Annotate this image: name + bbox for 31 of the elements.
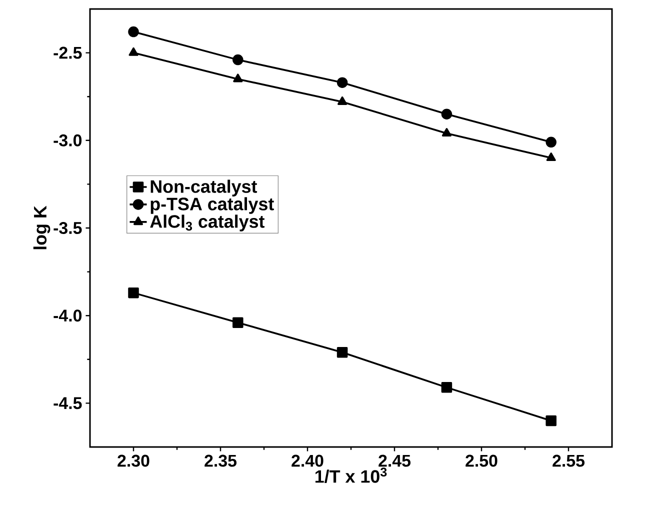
x-axis-title: 1/T x 10$^{3}$ bbox=[315, 468, 387, 484]
x-tick-label: 2.55 bbox=[552, 454, 585, 467]
x-tick-label: 2.30 bbox=[118, 454, 150, 467]
point bbox=[128, 287, 139, 298]
legend-label: p-TSA catalyst bbox=[150, 197, 274, 214]
y-axis-title: log K bbox=[33, 206, 50, 250]
x-tick-label: 2.50 bbox=[466, 454, 498, 467]
point bbox=[546, 136, 556, 148]
x-tick-label: 2.35 bbox=[204, 454, 237, 467]
point bbox=[546, 415, 556, 426]
y-tick-label: -4.5 bbox=[54, 397, 82, 410]
point bbox=[442, 128, 452, 137]
y-tick-label: -4.0 bbox=[54, 310, 82, 322]
point bbox=[441, 108, 452, 120]
legend-label: Non-catalyst bbox=[150, 180, 258, 196]
point bbox=[338, 96, 348, 105]
point bbox=[546, 152, 556, 162]
point bbox=[232, 317, 244, 328]
point bbox=[128, 47, 138, 56]
y-tick-label: -3.0 bbox=[54, 134, 82, 146]
legend-label: AlCl$_{3}$ catalyst bbox=[150, 214, 265, 232]
point bbox=[336, 347, 348, 358]
x-tick-label: 2.45 bbox=[378, 454, 411, 467]
point bbox=[128, 26, 139, 38]
y-tick-label: -2.5 bbox=[54, 46, 82, 59]
point bbox=[233, 74, 243, 82]
y-tick-label: -3.5 bbox=[54, 222, 82, 234]
point bbox=[441, 382, 452, 393]
point bbox=[336, 77, 348, 88]
x-tick-label: 2.40 bbox=[292, 454, 324, 467]
point bbox=[232, 54, 244, 66]
